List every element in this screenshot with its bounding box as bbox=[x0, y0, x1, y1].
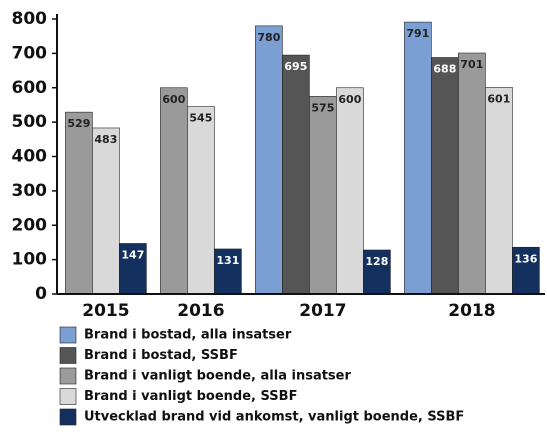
legend-swatch bbox=[59, 408, 77, 426]
y-tick-label: 500 bbox=[12, 112, 48, 132]
legend-swatch bbox=[59, 367, 77, 385]
legend-label: Brand i vanligt boende, alla insatser bbox=[84, 369, 351, 384]
legend-label: Brand i bostad, SSBF bbox=[84, 348, 238, 363]
legend-swatch bbox=[59, 388, 77, 405]
value-label: 701 bbox=[460, 58, 483, 71]
value-label: 791 bbox=[406, 27, 429, 40]
y-tick-label: 400 bbox=[12, 147, 48, 167]
bar bbox=[92, 127, 120, 295]
bar bbox=[282, 54, 310, 295]
value-label: 483 bbox=[94, 133, 117, 146]
bar bbox=[458, 52, 486, 295]
x-tick-label: 2016 bbox=[177, 301, 224, 321]
bar bbox=[160, 87, 188, 295]
x-tick-label: 2015 bbox=[82, 301, 129, 321]
value-label: 600 bbox=[338, 93, 361, 106]
x-tick-label: 2018 bbox=[448, 301, 495, 321]
legend-label: Utvecklad brand vid ankomst, vanligt boe… bbox=[84, 410, 464, 425]
value-label: 601 bbox=[487, 92, 510, 105]
x-tick-label: 2017 bbox=[299, 301, 346, 321]
value-label: 128 bbox=[365, 255, 388, 268]
bar bbox=[65, 111, 93, 295]
value-label: 780 bbox=[257, 31, 280, 44]
value-label: 545 bbox=[189, 112, 212, 125]
value-label: 695 bbox=[284, 60, 307, 73]
value-label: 136 bbox=[514, 252, 537, 265]
value-label: 575 bbox=[311, 101, 334, 114]
legend-swatch bbox=[59, 326, 77, 344]
y-tick-label: 300 bbox=[12, 181, 48, 201]
value-label: 529 bbox=[67, 117, 90, 130]
legend-label: Brand i vanligt boende, SSBF bbox=[84, 389, 297, 404]
y-tick-label: 600 bbox=[12, 78, 48, 98]
y-tick-label: 100 bbox=[12, 250, 48, 270]
y-tick-label: 0 bbox=[35, 284, 47, 304]
bar bbox=[336, 87, 364, 295]
legend-label: Brand i bostad, alla insatser bbox=[84, 328, 292, 343]
y-tick-label: 700 bbox=[12, 43, 48, 63]
value-label: 600 bbox=[162, 93, 185, 106]
bar bbox=[187, 106, 215, 295]
bar bbox=[309, 96, 337, 295]
value-label: 688 bbox=[433, 63, 456, 76]
legend-swatch bbox=[59, 347, 77, 364]
y-tick-label: 200 bbox=[12, 215, 48, 235]
value-label: 131 bbox=[216, 254, 239, 267]
y-tick-label: 800 bbox=[12, 9, 48, 29]
bar bbox=[255, 25, 283, 295]
bar bbox=[119, 243, 147, 295]
bar bbox=[404, 21, 432, 295]
bar bbox=[431, 57, 459, 295]
bar bbox=[485, 87, 513, 295]
value-label: 147 bbox=[121, 248, 144, 261]
